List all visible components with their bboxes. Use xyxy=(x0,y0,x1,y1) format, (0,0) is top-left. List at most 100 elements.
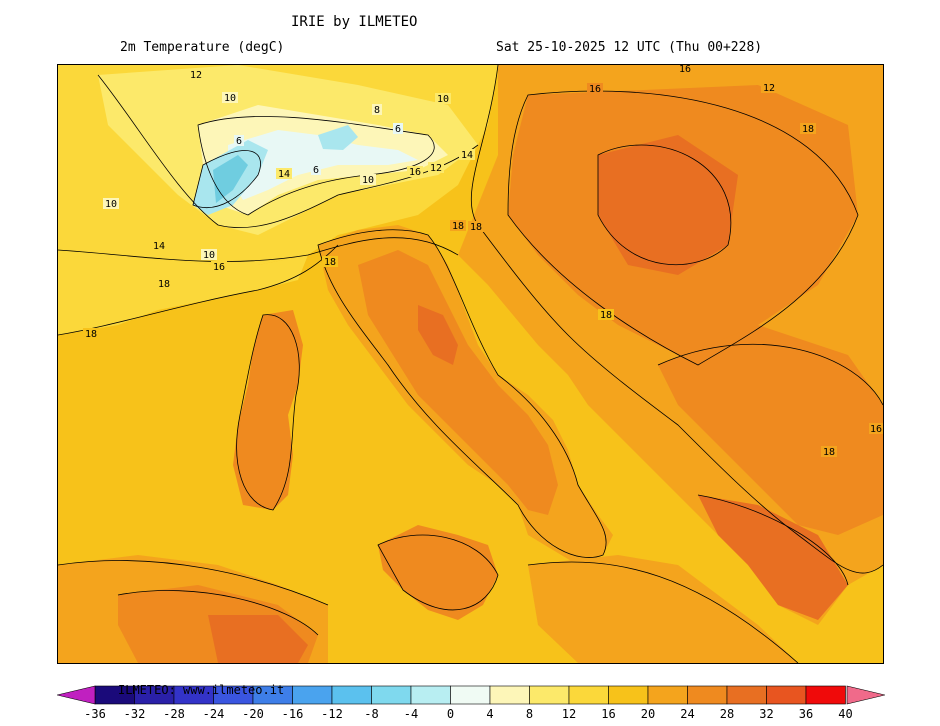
legend-low-arrow xyxy=(57,685,96,705)
legend-swatch xyxy=(489,685,530,705)
temperature-map: 12 10 10 8 6 6 6 10 14 14 16 12 10 14 10… xyxy=(57,64,884,664)
legend-tick-label: -8 xyxy=(364,707,379,721)
legend-swatch xyxy=(331,685,372,705)
balkan-warm xyxy=(658,325,883,535)
contour-label: 6 xyxy=(395,124,401,135)
contour-label: 18 xyxy=(452,221,464,232)
contour-line xyxy=(597,144,732,266)
contour-label: 12 xyxy=(430,163,442,174)
contour-label: 16 xyxy=(870,424,882,435)
contour-line xyxy=(697,494,849,586)
contour-label: 18 xyxy=(85,329,97,340)
legend-high-arrow xyxy=(846,685,885,705)
contour-line xyxy=(192,150,261,209)
contour-label: 16 xyxy=(213,262,225,273)
legend-tick-label: -36 xyxy=(84,707,106,721)
contour-line xyxy=(117,590,319,636)
legend-swatch xyxy=(450,685,491,705)
contour-line xyxy=(507,90,859,366)
legend-tick-label: 20 xyxy=(640,707,656,721)
legend-swatch xyxy=(726,685,767,705)
variable-label: 2m Temperature (degC) xyxy=(120,40,285,55)
contour-line xyxy=(197,116,435,216)
sardinia-coast xyxy=(236,314,300,511)
legend-tick-label: 32 xyxy=(759,707,774,721)
contour-label: 12 xyxy=(763,83,775,94)
contour-line xyxy=(58,560,329,606)
watermark-text: ILMETEO: www.ilmeteo.it xyxy=(118,683,285,697)
contour-label: 6 xyxy=(236,136,242,147)
contour-label: 8 xyxy=(374,105,380,116)
contour-label: 18 xyxy=(802,124,814,135)
legend-tick-label: -4 xyxy=(403,707,419,721)
sardinia-corsica xyxy=(233,310,303,510)
chart-title: IRIE by ILMETEO xyxy=(291,14,418,30)
legend-tick-label: 40 xyxy=(838,707,853,721)
italy-coast xyxy=(317,229,607,558)
ligurian-cool xyxy=(58,250,308,335)
legend-swatch xyxy=(766,685,807,705)
legend-swatch xyxy=(608,685,649,705)
contour-label: 14 xyxy=(153,241,165,252)
sicily xyxy=(378,525,498,620)
legend-tick-label: -28 xyxy=(163,707,185,721)
alps-cold-patch xyxy=(318,125,358,150)
legend-tick-label: 28 xyxy=(719,707,735,721)
greece-hot xyxy=(698,495,848,620)
contour-lines xyxy=(58,65,883,663)
legend-swatches xyxy=(94,685,846,705)
legend-tick-label: 4 xyxy=(486,707,494,721)
map-canvas: 12 10 10 8 6 6 6 10 14 14 16 12 10 14 10… xyxy=(58,65,883,663)
legend-swatch xyxy=(687,685,728,705)
contour-label: 10 xyxy=(362,175,374,186)
legend-tick-label: 36 xyxy=(798,707,814,721)
alps-4-8 xyxy=(228,130,418,200)
contour-label: 18 xyxy=(823,447,835,458)
color-scale-bar xyxy=(57,685,885,705)
contour-label: 18 xyxy=(324,257,336,268)
legend-swatch xyxy=(529,685,570,705)
contour-label: 6 xyxy=(313,165,319,176)
legend-swatch xyxy=(568,685,609,705)
apennine-hot xyxy=(418,305,458,365)
tunisia-hot xyxy=(208,615,308,663)
contour-label: 12 xyxy=(190,70,202,81)
legend-swatch xyxy=(292,685,333,705)
contour-label: 14 xyxy=(278,169,290,180)
contour-label: 16 xyxy=(679,65,691,75)
contour-line xyxy=(527,561,799,663)
contour-line xyxy=(58,244,339,336)
contour-label: 10 xyxy=(203,250,215,261)
ionian-warm xyxy=(528,555,798,663)
legend-tick-label: -24 xyxy=(202,707,225,721)
contour-label: 16 xyxy=(589,84,601,95)
legend-swatch xyxy=(371,685,412,705)
contour-line xyxy=(58,237,459,262)
sicily-coast xyxy=(377,534,499,611)
contour-label: 18 xyxy=(600,310,612,321)
contour-label: 18 xyxy=(158,279,170,290)
legend-swatch xyxy=(410,685,451,705)
italy-warm xyxy=(358,250,558,515)
contour-label: 10 xyxy=(224,93,236,104)
legend-tick-label: 0 xyxy=(446,707,455,721)
legend-tick-label: 8 xyxy=(525,707,534,721)
legend-tick-label: 12 xyxy=(561,707,577,721)
legend-tick-label: 16 xyxy=(601,707,616,721)
contour-label: 10 xyxy=(437,94,449,105)
legend-tick-label: -12 xyxy=(321,707,343,721)
legend-tick-label: -32 xyxy=(123,707,146,721)
legend-tick-label: -20 xyxy=(242,707,264,721)
legend-swatch xyxy=(805,685,846,705)
contour-labels: 12 10 10 8 6 6 6 10 14 14 16 12 10 14 10… xyxy=(83,65,883,458)
adriatic-coast xyxy=(470,65,883,574)
legend-tick-label: 24 xyxy=(680,707,695,721)
valid-time-label: Sat 25-10-2025 12 UTC (Thu 00+228) xyxy=(496,40,763,55)
contour-line xyxy=(657,343,883,406)
contour-label: 14 xyxy=(461,150,473,161)
legend-swatch xyxy=(647,685,688,705)
alps-below-zero xyxy=(213,155,248,203)
hungary-hot xyxy=(598,135,738,275)
contour-label: 16 xyxy=(409,167,421,178)
legend-tick-label: -16 xyxy=(281,707,304,721)
